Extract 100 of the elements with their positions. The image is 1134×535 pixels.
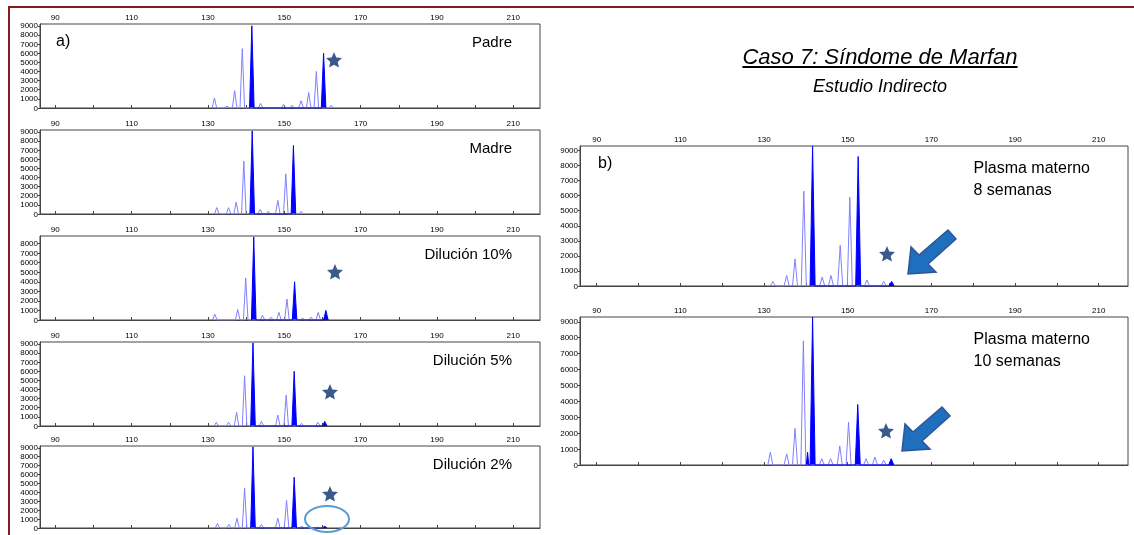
y-tick-label: 9000 <box>560 146 579 156</box>
y-tick-label: 7000 <box>560 176 579 186</box>
line-series <box>211 48 335 109</box>
y-tick-label: 6000 <box>20 470 39 480</box>
x-tick-label: 110 <box>125 224 139 234</box>
text: Dilución 2% <box>432 454 513 472</box>
annotation: a) <box>56 31 71 49</box>
y-tick-label: 9000 <box>20 339 39 349</box>
x-tick-label: 110 <box>125 12 139 22</box>
x-tick-label: 210 <box>506 434 521 444</box>
y-tick-label: 7000 <box>20 145 39 155</box>
y-tick-label: 7000 <box>20 357 39 367</box>
x-tick-label: 90 <box>50 224 61 234</box>
y-tick-label: 9000 <box>20 21 39 31</box>
y-tick-label: 4000 <box>20 172 39 182</box>
x-tick-label: 90 <box>50 12 61 22</box>
y-tick-label: 8000 <box>560 161 579 171</box>
line-series <box>212 277 322 321</box>
x-tick-label: 130 <box>757 134 772 144</box>
x-tick-label: 170 <box>924 134 939 144</box>
x-tick-label: 130 <box>201 224 216 234</box>
x-tick-label: 210 <box>506 118 521 128</box>
x-tick-label: 170 <box>353 330 368 340</box>
x-tick-label: 190 <box>430 12 445 22</box>
x-tick-label: 190 <box>1008 134 1023 144</box>
x-tick-label: 90 <box>592 305 602 315</box>
x-tick-label: 110 <box>674 305 688 315</box>
y-tick-label: 4000 <box>20 277 39 287</box>
x-tick-label: 210 <box>506 224 521 234</box>
y-tick-label: 9000 <box>560 317 579 327</box>
y-tick-label: 8000 <box>560 333 579 343</box>
y-tick-label: 3000 <box>560 236 579 246</box>
y-tick-label: 3000 <box>560 412 579 422</box>
x-tick-label: 190 <box>430 224 445 234</box>
y-tick-label: 7000 <box>20 39 39 49</box>
line-series <box>213 160 304 215</box>
text: Padre <box>471 32 512 50</box>
y-tick-label: 7000 <box>20 248 39 258</box>
line-series <box>769 190 887 287</box>
text: Dilución 5% <box>432 350 513 368</box>
x-tick-label: 90 <box>50 330 61 340</box>
y-tick-label: 3000 <box>20 182 39 192</box>
y-tick-label: 1000 <box>20 200 39 210</box>
y-tick-label: 5000 <box>20 375 39 385</box>
y-tick-label: 5000 <box>560 206 579 216</box>
x-tick-label: 130 <box>757 305 772 315</box>
y-tick-label: 5000 <box>20 267 39 277</box>
text: Dilución 10% <box>424 244 512 262</box>
y-tick-label: 5000 <box>20 478 39 488</box>
y-tick-label: 3000 <box>20 496 39 506</box>
x-tick-label: 130 <box>201 12 216 22</box>
y-tick-label: 2000 <box>20 505 39 515</box>
x-tick-label: 90 <box>50 434 61 444</box>
x-tick-label: 210 <box>506 12 521 22</box>
x-tick-label: 150 <box>841 134 855 144</box>
y-tick-label: 5000 <box>20 57 39 67</box>
y-tick-label: 1000 <box>20 305 39 315</box>
y-tick-label: 2000 <box>560 251 579 261</box>
y-tick-label: 2000 <box>560 428 579 438</box>
y-tick-label: 3000 <box>20 286 39 296</box>
x-tick-label: 150 <box>277 330 292 340</box>
y-tick-label: 3000 <box>20 76 39 86</box>
y-tick-label: 8000 <box>20 136 39 146</box>
y-tick-label: 6000 <box>20 366 39 376</box>
x-tick-label: 90 <box>50 118 61 128</box>
y-tick-label: 9000 <box>20 127 39 137</box>
y-tick-label: 4000 <box>20 66 39 76</box>
x-tick-label: 150 <box>277 118 292 128</box>
x-tick-label: 210 <box>1092 305 1106 315</box>
x-tick-label: 130 <box>201 118 216 128</box>
y-tick-label: 0 <box>573 281 579 291</box>
x-tick-label: 150 <box>277 224 292 234</box>
y-tick-label: 4000 <box>20 384 39 394</box>
y-tick-label: 2000 <box>20 296 39 306</box>
x-tick-label: 150 <box>277 434 292 444</box>
x-tick-label: 130 <box>201 434 216 444</box>
x-tick-label: 170 <box>924 305 939 315</box>
y-tick-label: 1000 <box>560 444 579 454</box>
annotation: b) <box>598 153 613 171</box>
x-tick-label: 150 <box>841 305 855 315</box>
text: Estudio Indirecto <box>811 76 949 97</box>
x-tick-label: 110 <box>125 118 139 128</box>
y-tick-label: 0 <box>33 315 39 325</box>
text: Madre <box>469 138 513 156</box>
text: Plasma materno 10 semanas <box>973 329 1091 369</box>
text: Plasma materno 8 semanas <box>973 158 1091 198</box>
y-tick-label: 6000 <box>20 154 39 164</box>
x-tick-label: 110 <box>674 134 688 144</box>
y-tick-label: 7000 <box>560 349 579 359</box>
x-tick-label: 190 <box>430 330 445 340</box>
y-tick-label: 0 <box>33 523 39 533</box>
x-tick-label: 170 <box>353 12 368 22</box>
y-tick-label: 7000 <box>20 461 39 471</box>
x-tick-label: 190 <box>1008 305 1023 315</box>
y-tick-label: 0 <box>573 460 579 470</box>
x-tick-label: 210 <box>1092 134 1106 144</box>
y-tick-label: 6000 <box>560 365 579 375</box>
x-tick-label: 190 <box>430 434 445 444</box>
y-tick-label: 4000 <box>20 487 39 497</box>
x-tick-label: 110 <box>125 330 139 340</box>
